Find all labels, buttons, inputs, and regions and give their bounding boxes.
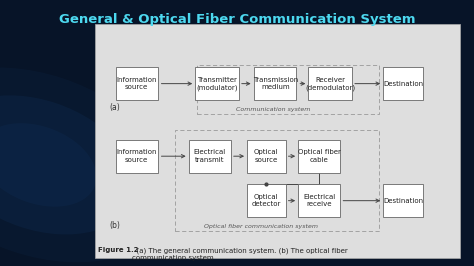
Text: Information
source: Information source (117, 77, 157, 90)
Text: (a) The general communication system. (b) The optical fiber
communication system: (a) The general communication system. (b… (132, 247, 348, 261)
Text: (b): (b) (109, 221, 120, 230)
Ellipse shape (0, 123, 97, 207)
Text: Transmitter
(modulator): Transmitter (modulator) (196, 77, 238, 91)
Bar (308, 67, 352, 100)
Bar (95, 24, 460, 258)
Text: Electrical
receive: Electrical receive (303, 194, 336, 207)
Bar (383, 67, 423, 100)
Text: General & Optical Fiber Communication System: General & Optical Fiber Communication Sy… (59, 14, 415, 26)
Text: Optical
source: Optical source (254, 149, 279, 163)
Bar (298, 184, 340, 217)
Text: Electrical
transmit: Electrical transmit (194, 149, 226, 163)
Text: Figure 1.2: Figure 1.2 (99, 247, 139, 253)
Bar (298, 140, 340, 173)
Bar (175, 130, 380, 231)
Text: Communication system: Communication system (237, 107, 311, 112)
Bar (247, 140, 285, 173)
Text: Transmission
medium: Transmission medium (253, 77, 298, 90)
Text: Destination: Destination (383, 198, 423, 204)
Text: Destination: Destination (383, 81, 423, 87)
Bar (383, 184, 423, 217)
Text: (a): (a) (109, 103, 120, 112)
Text: Optical
detector: Optical detector (252, 194, 281, 207)
Bar (189, 140, 231, 173)
Bar (116, 67, 158, 100)
Bar (247, 184, 285, 217)
Bar (255, 67, 296, 100)
Text: Optical fiber communication system: Optical fiber communication system (204, 224, 318, 229)
Bar (116, 140, 158, 173)
Ellipse shape (0, 68, 174, 262)
Bar (197, 65, 380, 114)
Text: Optical fiber
cable: Optical fiber cable (298, 149, 341, 163)
Text: Receiver
(demodulator): Receiver (demodulator) (305, 77, 356, 91)
Ellipse shape (0, 95, 136, 235)
Text: Information
source: Information source (117, 149, 157, 163)
Bar (195, 67, 239, 100)
